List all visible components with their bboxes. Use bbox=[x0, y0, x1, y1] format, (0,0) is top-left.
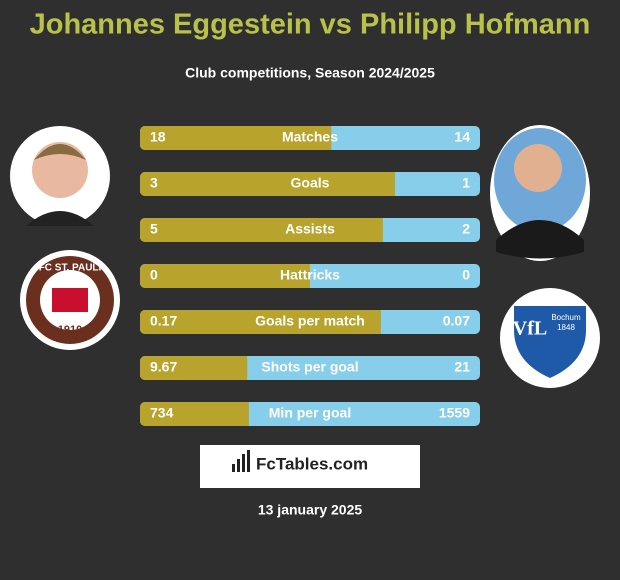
left-player-photo bbox=[10, 126, 110, 226]
bar-left-edge bbox=[377, 218, 383, 242]
stat-label: Hattricks bbox=[280, 267, 340, 283]
bar-left-edge bbox=[390, 172, 395, 196]
right-club-city: Bochum bbox=[551, 313, 581, 322]
brand: FcTables.com bbox=[256, 454, 368, 473]
left-value: 0.17 bbox=[150, 313, 177, 329]
bar-left bbox=[140, 126, 332, 150]
subtitle: Club competitions, Season 2024/2025 bbox=[185, 65, 435, 81]
right-value: 14 bbox=[454, 129, 470, 145]
bar-left bbox=[140, 310, 381, 334]
bar-left-edge bbox=[375, 310, 381, 334]
brand-icon bbox=[232, 450, 250, 472]
stat-label: Min per goal bbox=[269, 405, 351, 421]
left-value: 0 bbox=[150, 267, 158, 283]
bar-left bbox=[140, 356, 248, 380]
left-club-year: 1910 bbox=[58, 324, 82, 336]
left-value: 18 bbox=[150, 129, 166, 145]
bar-left bbox=[140, 264, 310, 288]
bar-left bbox=[140, 218, 383, 242]
right-value: 21 bbox=[454, 359, 470, 375]
title: Johannes Eggestein vs Philipp Hofmann bbox=[30, 9, 591, 41]
stat-rows: 18 14 Matches 3 1 Goals 5 2 Assists 0 0 Hattricks 0.… bbox=[140, 126, 480, 426]
left-value: 3 bbox=[150, 175, 158, 191]
right-value: 1559 bbox=[439, 405, 470, 421]
brand-box bbox=[200, 445, 420, 488]
right-player-photo bbox=[490, 125, 590, 261]
bar-left-edge bbox=[305, 264, 310, 288]
right-value: 0.07 bbox=[443, 313, 470, 329]
left-club-name: FC ST. PAULI bbox=[39, 263, 102, 274]
left-value: 5 bbox=[150, 221, 158, 237]
date: 13 january 2025 bbox=[258, 502, 363, 518]
stat-label: Shots per goal bbox=[261, 359, 358, 375]
bar-left-edge bbox=[326, 126, 332, 150]
left-club-crest: FC ST. PAULI 1910 bbox=[20, 250, 120, 350]
bar-left bbox=[140, 402, 249, 426]
right-value: 0 bbox=[462, 267, 470, 283]
bar-left-edge bbox=[242, 356, 248, 380]
left-value: 734 bbox=[150, 405, 174, 421]
right-value: 2 bbox=[462, 221, 470, 237]
stat-label: Assists bbox=[285, 221, 335, 237]
right-club-year: 1848 bbox=[557, 323, 575, 332]
right-value: 1 bbox=[462, 175, 470, 191]
bar-left-edge bbox=[243, 402, 249, 426]
stat-label: Goals bbox=[291, 175, 330, 191]
stat-label: Matches bbox=[282, 129, 338, 145]
right-club-name: VfL bbox=[513, 318, 547, 340]
bar-left bbox=[140, 172, 395, 196]
left-value: 9.67 bbox=[150, 359, 177, 375]
stat-label: Goals per match bbox=[255, 313, 365, 329]
right-club-crest: VfL Bochum 1848 bbox=[500, 288, 600, 388]
